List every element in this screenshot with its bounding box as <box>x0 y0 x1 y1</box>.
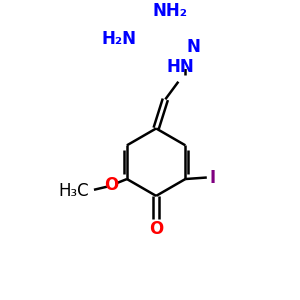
Text: O: O <box>149 220 163 238</box>
Text: H₃C: H₃C <box>58 182 88 200</box>
Text: H₂N: H₂N <box>102 30 137 48</box>
Text: O: O <box>104 176 119 194</box>
Text: I: I <box>210 169 216 187</box>
Text: N: N <box>187 38 201 56</box>
Text: HN: HN <box>167 58 194 76</box>
Text: NH₂: NH₂ <box>152 2 188 20</box>
